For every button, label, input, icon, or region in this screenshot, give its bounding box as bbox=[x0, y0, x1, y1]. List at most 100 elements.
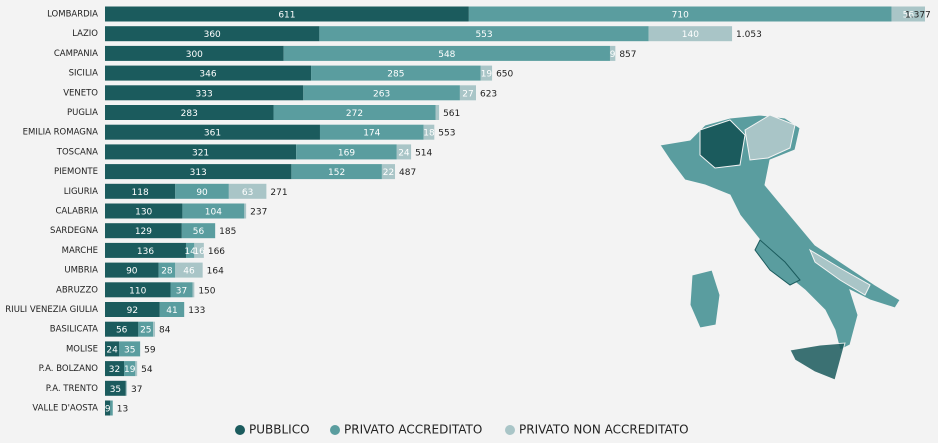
total-label: 271 bbox=[270, 188, 287, 198]
bar-segment bbox=[105, 282, 171, 298]
bar-segment bbox=[105, 105, 274, 120]
total-label: 133 bbox=[188, 306, 205, 316]
bar-segment bbox=[435, 105, 440, 120]
bar-segment bbox=[105, 203, 183, 219]
category-label: EMILIA ROMAGNA bbox=[23, 128, 99, 138]
segment-label: 41 bbox=[166, 306, 177, 316]
bar-segment bbox=[138, 321, 154, 337]
bar-segment bbox=[291, 164, 382, 180]
legend-label: PRIVATO NON ACCREDITATO bbox=[519, 423, 689, 437]
bar-segment bbox=[159, 302, 185, 317]
segment-label: 361 bbox=[204, 129, 221, 139]
bar-segment bbox=[125, 380, 128, 396]
category-label: MARCHE bbox=[62, 246, 98, 256]
bar-segment bbox=[228, 183, 267, 199]
segment-label: 548 bbox=[438, 50, 455, 60]
category-label: PIEMONTE bbox=[54, 167, 98, 177]
bar-segment bbox=[105, 6, 469, 22]
segment-label: 118 bbox=[132, 188, 149, 198]
bar-segment bbox=[105, 380, 126, 396]
legend-label: PUBBLICO bbox=[249, 423, 310, 437]
segment-label: 35 bbox=[110, 385, 121, 395]
bar-segment bbox=[609, 45, 616, 61]
bar-segment bbox=[396, 144, 412, 160]
segment-label: 9 bbox=[105, 405, 111, 415]
bar-segment bbox=[192, 282, 195, 298]
bar-segment bbox=[105, 361, 125, 377]
segment-label: 272 bbox=[346, 109, 363, 119]
bar-segment bbox=[105, 302, 160, 317]
total-label: 487 bbox=[399, 168, 416, 178]
total-label: 857 bbox=[619, 50, 636, 60]
segment-label: 360 bbox=[204, 30, 221, 40]
bar-segment bbox=[105, 183, 176, 199]
total-label: 13 bbox=[117, 405, 128, 415]
segment-label: 16 bbox=[193, 247, 205, 257]
bar-segment bbox=[158, 262, 176, 278]
segment-label: 28 bbox=[161, 267, 173, 277]
segment-label: 24 bbox=[398, 148, 410, 158]
segment-label: 56 bbox=[116, 326, 128, 336]
bar-segment bbox=[105, 45, 284, 61]
segment-label: 56 bbox=[903, 11, 915, 21]
category-label: UMBRIA bbox=[64, 266, 98, 276]
bar-segment bbox=[175, 262, 203, 278]
category-label: P.A. BOLZANO bbox=[39, 364, 99, 374]
segment-label: 25 bbox=[140, 326, 151, 336]
bar-segment bbox=[153, 321, 156, 337]
legend-marker bbox=[505, 425, 515, 435]
segment-label: 63 bbox=[242, 188, 253, 198]
segment-label: 19 bbox=[481, 70, 493, 80]
category-label: SICILIA bbox=[69, 69, 99, 79]
bar-segment bbox=[319, 26, 649, 42]
category-label: ABRUZZO bbox=[56, 285, 98, 295]
bar-segment bbox=[480, 65, 493, 81]
bar-segment bbox=[648, 26, 733, 42]
category-label: LAZIO bbox=[72, 29, 98, 39]
total-label: 150 bbox=[198, 286, 215, 296]
segment-label: 129 bbox=[135, 227, 152, 237]
segment-label: 14 bbox=[184, 247, 196, 257]
bar-segment bbox=[105, 65, 312, 81]
total-label: 623 bbox=[480, 89, 497, 99]
bar-segment bbox=[105, 262, 159, 278]
segment-label: 553 bbox=[475, 30, 492, 40]
bar-segment bbox=[423, 124, 435, 140]
bar-segment bbox=[273, 105, 436, 120]
category-label: VENETO bbox=[63, 88, 98, 98]
bar-segment bbox=[105, 144, 297, 160]
category-label: PUGLIA bbox=[67, 108, 98, 118]
total-label: 54 bbox=[141, 365, 153, 375]
segment-label: 56 bbox=[193, 227, 205, 237]
legend-marker bbox=[330, 425, 340, 435]
bar-segment bbox=[311, 65, 481, 81]
bar-segment bbox=[468, 6, 892, 22]
segment-label: 90 bbox=[126, 267, 138, 277]
segment-label: 110 bbox=[129, 286, 146, 296]
category-label: MOLISE bbox=[66, 344, 98, 354]
bar-segment bbox=[105, 164, 292, 180]
category-label: CALABRIA bbox=[55, 207, 98, 217]
legend-label: PRIVATO ACCREDITATO bbox=[344, 423, 482, 437]
total-label: 1.053 bbox=[736, 30, 762, 40]
segment-label: 263 bbox=[373, 89, 390, 99]
bar-segment bbox=[110, 400, 113, 416]
segment-label: 136 bbox=[137, 247, 154, 257]
bar-segment bbox=[135, 361, 138, 377]
segment-label: 152 bbox=[328, 168, 345, 178]
total-label: 59 bbox=[144, 345, 156, 355]
bar-segment bbox=[381, 164, 396, 180]
bar-segment bbox=[182, 203, 245, 219]
segment-label: 169 bbox=[338, 148, 355, 158]
total-label: 650 bbox=[496, 70, 513, 80]
segment-label: 174 bbox=[363, 129, 380, 139]
segment-label: 285 bbox=[387, 70, 404, 80]
bar-segment bbox=[194, 242, 204, 258]
category-label: CAMPANIA bbox=[54, 49, 98, 59]
segment-label: 35 bbox=[124, 345, 135, 355]
bar-segment bbox=[296, 144, 397, 160]
bar-segment bbox=[181, 223, 216, 239]
total-label: 1.377 bbox=[905, 11, 931, 21]
bar-segment bbox=[319, 124, 424, 140]
bar-segment bbox=[283, 45, 610, 61]
